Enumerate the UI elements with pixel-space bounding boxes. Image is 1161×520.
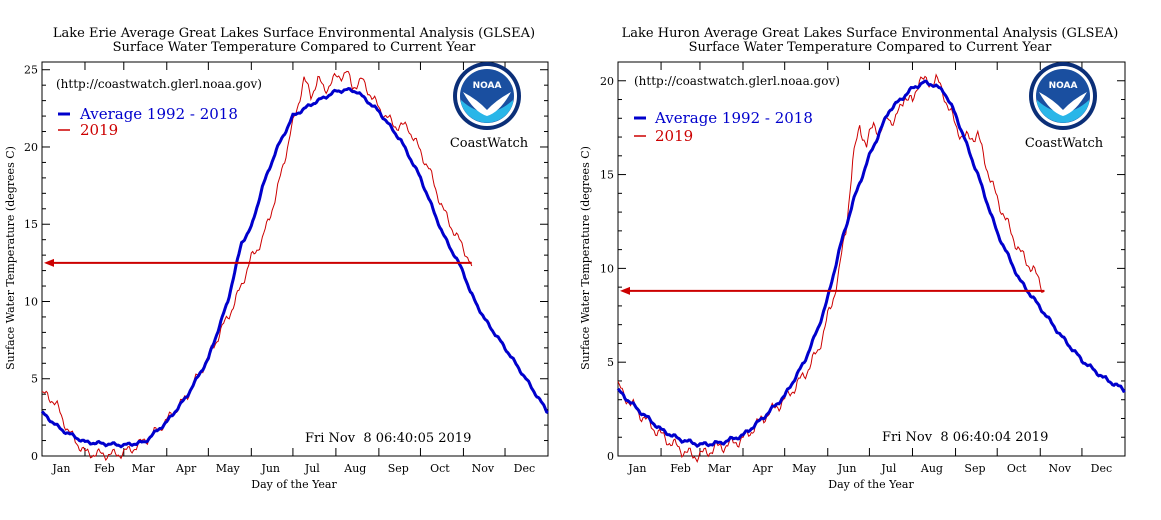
legend-label-average: Average 1992 - 2018 [79,105,238,123]
x-tick-label: May [216,462,241,475]
noaa-logo: NOAA [453,62,521,130]
coastwatch-caption: CoastWatch [1025,136,1104,151]
x-tick-label: Feb [670,462,691,475]
y-tick-label: 0 [31,450,38,463]
x-tick-label: Mar [132,462,156,475]
current-temp-arrowhead [44,258,54,267]
y-tick-label: 0 [607,450,614,463]
coastwatch-caption: CoastWatch [450,136,529,151]
x-tick-label: Jul [304,462,320,475]
axis-ticks: 0 5 10 15 20 25 Jan Feb Mar Apr May Jun Jul Aug Sep Oct… [24,62,548,475]
x-tick-label: Aug [343,462,366,475]
x-tick-label: Oct [1007,462,1027,475]
axis-ticks: 0 5 10 15 20 Jan Feb Mar Apr May Jun Jul Aug Sep Oct No… [600,61,1125,475]
x-tick-label: Apr [175,462,197,475]
chart-subtitle: Surface Water Temperature Compared to Cu… [113,40,476,55]
chart-subtitle: Surface Water Temperature Compared to Cu… [689,40,1052,55]
x-tick-label: Aug [920,462,943,475]
y-tick-label: 5 [607,356,614,369]
x-tick-label: Jan [51,462,70,475]
x-tick-label: Jun [260,462,280,475]
y-tick-label: 15 [600,169,614,182]
series-2019-line [617,73,1045,463]
x-tick-label: May [792,462,817,475]
x-tick-label: Nov [1048,462,1071,475]
chart-title: Lake Huron Average Great Lakes Surface E… [622,26,1119,41]
series-2019-line [41,70,473,462]
series-average-line [40,87,549,449]
y-tick-label: 20 [600,75,614,88]
x-tick-label: Dec [1091,462,1113,475]
timestamp: Fri Nov 8 06:40:04 2019 [882,430,1048,445]
chart-panel-erie: Lake Erie Average Great Lakes Surface En… [4,26,549,491]
x-tick-label: Apr [751,462,773,475]
x-tick-label: Sep [388,462,409,475]
svg-text:NOAA: NOAA [1049,81,1078,91]
y-tick-label: 15 [24,218,38,231]
y-tick-label: 10 [24,295,38,308]
x-tick-label: Jun [837,462,857,475]
noaa-logo: NOAA [1029,62,1097,130]
plot-frame [617,61,1126,457]
x-axis-label: Day of the Year [251,478,337,491]
current-temp-arrowhead [620,286,630,295]
y-tick-label: 20 [24,141,38,154]
legend-label-2019: 2019 [655,127,693,145]
x-axis-label: Day of the Year [828,478,914,491]
plot-frame [41,61,549,457]
y-axis-label: Surface Water Temperature (degrees C) [4,146,17,370]
timestamp: Fri Nov 8 06:40:05 2019 [305,431,471,446]
x-tick-label: Nov [472,462,495,475]
svg-text:NOAA: NOAA [473,81,502,91]
source-url: (http://coastwatch.glerl.noaa.gov) [56,77,262,91]
y-tick-label: 10 [600,262,614,275]
x-tick-label: Dec [514,462,536,475]
source-url: (http://coastwatch.glerl.noaa.gov) [634,74,840,88]
x-tick-label: Sep [964,462,985,475]
legend-label-average: Average 1992 - 2018 [654,109,813,127]
chart-title: Lake Erie Average Great Lakes Surface En… [53,26,535,41]
x-tick-label: Jan [627,462,646,475]
x-tick-label: Jul [880,462,896,475]
series-average-line [616,79,1126,448]
y-tick-label: 5 [31,373,38,386]
x-tick-label: Feb [94,462,115,475]
x-tick-label: Oct [430,462,450,475]
chart-panel-huron: Lake Huron Average Great Lakes Surface E… [579,26,1126,491]
y-axis-label: Surface Water Temperature (degrees C) [579,146,592,370]
x-tick-label: Mar [708,462,732,475]
y-tick-label: 25 [24,64,38,77]
legend-label-2019: 2019 [80,121,118,139]
